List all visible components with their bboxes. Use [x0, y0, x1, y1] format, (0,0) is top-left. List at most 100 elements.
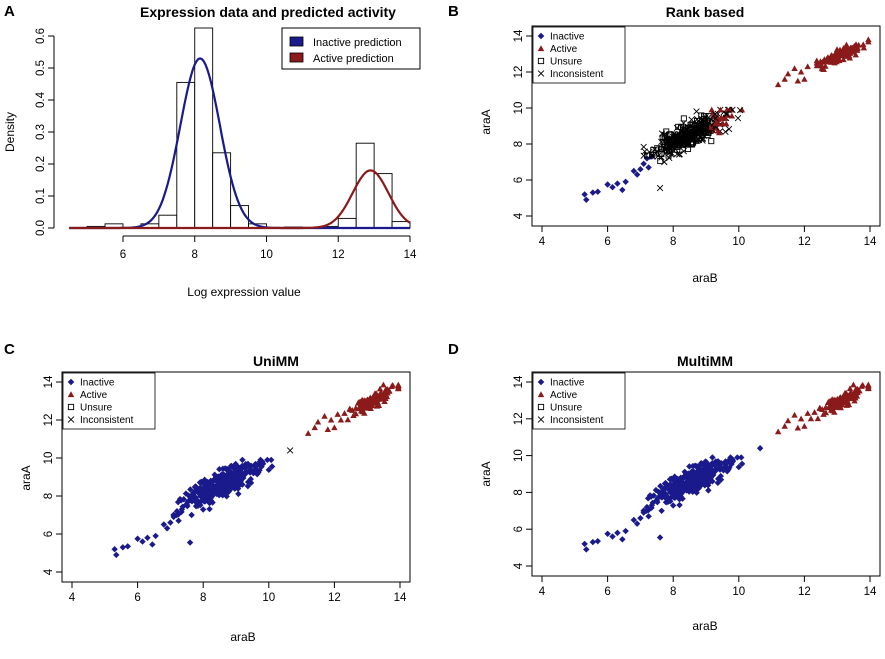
- inconsistent-point: [693, 108, 700, 115]
- panel-letter-b: B: [448, 3, 459, 20]
- ytick-label: 4: [513, 212, 525, 219]
- panel-letter-d: D: [448, 341, 459, 358]
- active-point: [717, 106, 724, 113]
- inactive-point: [702, 458, 709, 465]
- inactive-point: [182, 501, 190, 508]
- inactive-point: [691, 479, 699, 487]
- panel-c-ylabel: araA: [19, 465, 33, 490]
- unsure-point: [681, 134, 688, 141]
- inactive-point: [735, 463, 743, 471]
- xtick-label: 6: [604, 236, 610, 248]
- inconsistent-point: [734, 114, 742, 122]
- legend-label-inconsistent: Inconsistent: [80, 415, 134, 426]
- inactive-point: [234, 485, 242, 492]
- legend-label-active-prediction: Active prediction: [313, 53, 394, 65]
- inactive-point: [173, 511, 180, 519]
- ytick-label: 10: [513, 102, 525, 115]
- active-point: [365, 401, 372, 408]
- inactive-point: [662, 490, 670, 498]
- inactive-point: [697, 476, 705, 484]
- inactive-point: [692, 475, 699, 483]
- active-point: [359, 408, 366, 415]
- ytick-label: 12: [513, 66, 525, 79]
- inactive-point: [667, 481, 675, 489]
- inconsistent-point: [693, 115, 701, 123]
- active-point: [830, 403, 838, 410]
- active-point: [67, 391, 75, 398]
- active-point: [813, 57, 821, 64]
- inconsistent-point: [736, 107, 744, 114]
- panel-a-ytick-label: 0.2: [35, 156, 47, 172]
- active-point: [360, 404, 368, 411]
- panel-d-ylabel: araA: [479, 461, 493, 486]
- inactive-point: [663, 494, 670, 502]
- inactive-point: [264, 456, 271, 464]
- xtick-label: 8: [670, 236, 676, 248]
- inconsistent-point: [725, 125, 733, 133]
- active-point: [848, 44, 856, 51]
- ytick-label: 14: [513, 375, 525, 388]
- inactive-point: [645, 164, 652, 171]
- unsure-point: [697, 127, 704, 134]
- panel-a-ytick-label: 0.0: [35, 220, 47, 236]
- inactive-point: [188, 511, 195, 519]
- legend-label-unsure: Unsure: [550, 57, 583, 68]
- inactive-point: [677, 476, 684, 483]
- inactive-point: [180, 496, 187, 503]
- inactive-point: [219, 475, 227, 482]
- inactive-point: [197, 501, 204, 509]
- xtick-label: 4: [539, 236, 546, 248]
- active-point: [774, 81, 782, 88]
- unsure-point: [650, 146, 657, 153]
- inactive-point: [614, 180, 621, 187]
- inactive-point: [232, 460, 239, 468]
- legend-box: [532, 26, 626, 84]
- active-point: [829, 399, 836, 406]
- inactive-point: [684, 475, 692, 483]
- inactive-point: [714, 479, 722, 487]
- inactive-point: [714, 460, 721, 467]
- histogram-bar: [355, 142, 375, 229]
- ytick-label: 4: [513, 562, 525, 569]
- inactive-point: [734, 454, 741, 461]
- inactive-point: [232, 467, 240, 474]
- inactive-point: [244, 462, 251, 470]
- inactive-point: [696, 465, 703, 473]
- plot-frame: [531, 371, 881, 577]
- inactive-point: [160, 521, 168, 528]
- inactive-point: [685, 486, 692, 493]
- legend-label-inactive: Inactive: [550, 378, 585, 389]
- inactive-point: [207, 495, 214, 502]
- histogram-bar: [176, 81, 196, 229]
- active-point: [865, 38, 872, 45]
- active-point: [719, 120, 727, 127]
- histogram-bar: [337, 217, 357, 229]
- inactive-point: [673, 490, 680, 497]
- legend-swatch-inactive-prediction: [289, 36, 304, 47]
- inactive-point: [176, 495, 184, 503]
- inactive-point: [583, 546, 590, 553]
- panel-a-xtick-label: 10: [260, 249, 273, 261]
- inactive-point: [211, 471, 218, 478]
- inconsistent-point: [690, 124, 697, 132]
- inactive-point: [695, 478, 702, 485]
- panel-a-xtick-label: 8: [192, 249, 198, 261]
- ytick-label: 4: [43, 568, 55, 575]
- active-point: [823, 55, 830, 62]
- inactive-point: [705, 487, 712, 494]
- active-point: [801, 76, 808, 82]
- inactive-point: [674, 475, 681, 483]
- ytick-label: 10: [43, 452, 55, 465]
- inactive-point: [674, 481, 681, 489]
- inactive-point: [244, 482, 252, 490]
- inconsistent-point: [688, 116, 695, 123]
- active-point: [781, 422, 788, 429]
- inactive-point: [178, 508, 185, 516]
- panel-a-legend: Inactive prediction Active prediction: [281, 27, 421, 70]
- panel-b-xlabel: araB: [692, 271, 717, 285]
- panel-c-xlabel: araB: [230, 630, 255, 644]
